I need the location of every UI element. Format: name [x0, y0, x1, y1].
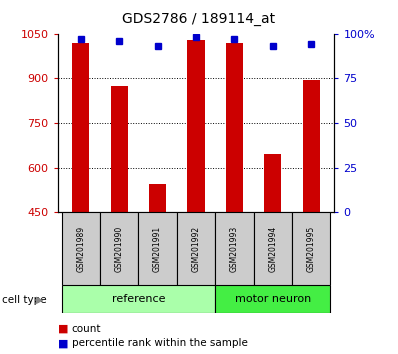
Bar — [292, 212, 330, 285]
Bar — [264, 154, 281, 212]
Text: GSM201991: GSM201991 — [153, 225, 162, 272]
Bar — [177, 212, 215, 285]
Text: GSM201994: GSM201994 — [268, 225, 277, 272]
Text: cell type: cell type — [2, 295, 47, 305]
Text: count: count — [72, 324, 101, 333]
Bar — [254, 212, 292, 285]
Text: GSM201989: GSM201989 — [76, 225, 85, 272]
Text: GSM201995: GSM201995 — [307, 225, 316, 272]
Bar — [187, 40, 205, 212]
Text: GSM201990: GSM201990 — [115, 225, 124, 272]
Text: ■: ■ — [58, 338, 68, 348]
Text: reference: reference — [111, 294, 165, 304]
Bar — [226, 42, 243, 212]
Text: motor neuron: motor neuron — [235, 294, 311, 304]
Text: ■: ■ — [58, 324, 68, 333]
Bar — [149, 184, 166, 212]
Bar — [62, 212, 100, 285]
Text: GDS2786 / 189114_at: GDS2786 / 189114_at — [123, 12, 275, 27]
Text: GSM201993: GSM201993 — [230, 225, 239, 272]
Bar — [215, 285, 330, 313]
Text: percentile rank within the sample: percentile rank within the sample — [72, 338, 248, 348]
Bar — [302, 80, 320, 212]
Bar — [139, 212, 177, 285]
Bar — [100, 212, 139, 285]
Text: GSM201992: GSM201992 — [191, 225, 201, 272]
Bar — [62, 285, 215, 313]
Bar — [111, 86, 128, 212]
Bar — [72, 42, 90, 212]
Text: ▶: ▶ — [36, 295, 43, 305]
Bar — [215, 212, 254, 285]
